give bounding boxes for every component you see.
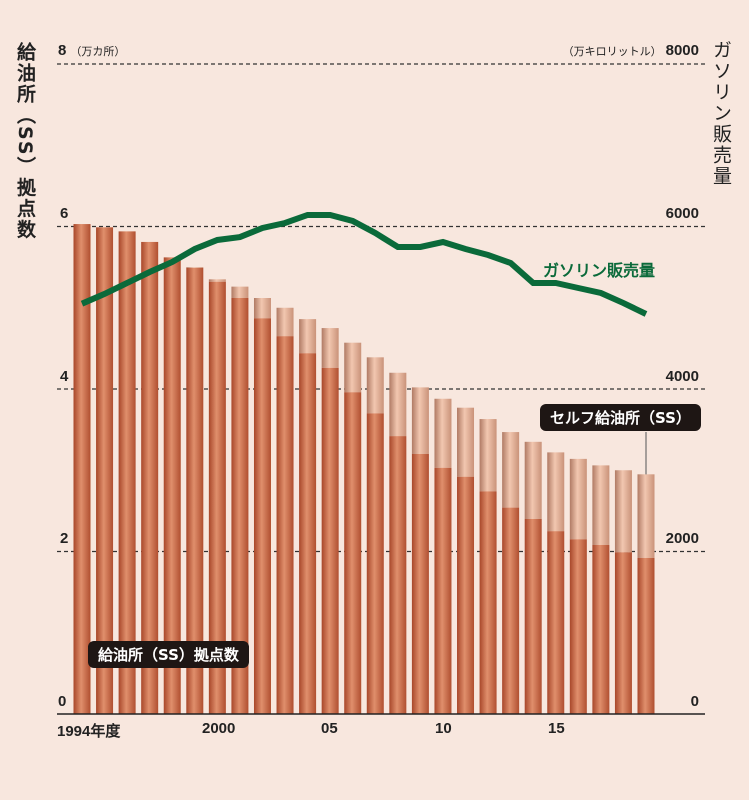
- left-tick-0: 0: [58, 693, 67, 710]
- bar-full-service-2014: [524, 519, 542, 714]
- bar-self-2007: [366, 357, 384, 414]
- bar-full-service-2016: [569, 539, 587, 714]
- bar-full-service-2006: [344, 392, 362, 714]
- legend-ss-count: 給油所（SS）拠点数: [88, 641, 249, 668]
- bar-self-2008: [389, 372, 407, 437]
- right-axis-title: ガソリン販売量: [710, 40, 732, 187]
- left-axis-title: 給油所（SS）拠点数: [14, 42, 36, 241]
- bar-full-service-2019: [637, 558, 655, 714]
- bar-self-2001: [231, 286, 249, 298]
- left-tick-8: 8 （万カ所）: [58, 42, 126, 59]
- bar-self-2016: [569, 458, 587, 540]
- bar-self-2010: [434, 398, 452, 468]
- bar-self-2014: [524, 441, 542, 519]
- bar-self-2009: [411, 387, 429, 454]
- bar-full-service-1994: [73, 224, 91, 714]
- x-tick-2015: 15: [548, 720, 565, 737]
- bar-self-2003: [276, 307, 294, 337]
- bar-self-2002: [253, 298, 271, 319]
- right-tick-8000: （万キロリットル） 8000: [562, 42, 699, 59]
- bar-self-2006: [344, 342, 362, 393]
- bar-self-2019: [637, 474, 655, 558]
- bar-full-service-2008: [389, 436, 407, 714]
- x-tick-2010: 10: [435, 720, 452, 737]
- right-tick-4000: 4000: [665, 368, 699, 385]
- bar-self-2017: [592, 465, 610, 545]
- bar-full-service-2018: [614, 552, 632, 714]
- x-tick-1994: 1994年度: [57, 723, 121, 740]
- bar-full-service-1999: [186, 267, 204, 714]
- bar-self-2000: [208, 279, 226, 282]
- bar-full-service-2003: [276, 336, 294, 714]
- bar-full-service-1997: [141, 241, 159, 714]
- left-tick-2: 2: [60, 530, 69, 547]
- bar-full-service-1996: [118, 231, 136, 714]
- bar-full-service-2004: [299, 353, 317, 714]
- bar-full-service-2011: [457, 476, 475, 714]
- bar-self-1999: [186, 267, 204, 268]
- bar-full-service-2015: [547, 531, 565, 714]
- bar-full-service-2013: [502, 507, 520, 714]
- bar-full-service-2012: [479, 491, 497, 714]
- gasoline-sales-line: [80, 211, 648, 317]
- bar-full-service-2000: [208, 281, 226, 714]
- bar-self-2005: [321, 328, 339, 368]
- bar-full-service-2017: [592, 545, 610, 714]
- legend-self-ss: セルフ給油所（SS）: [540, 404, 701, 431]
- bar-full-service-2010: [434, 467, 452, 714]
- bar-self-2018: [614, 470, 632, 553]
- bar-full-service-2009: [411, 454, 429, 714]
- bar-full-service-2005: [321, 367, 339, 714]
- bar-full-service-1998: [163, 257, 181, 714]
- right-tick-2000: 2000: [665, 530, 699, 547]
- bar-full-service-2001: [231, 298, 249, 714]
- bar-full-service-2002: [253, 318, 271, 714]
- left-axis-unit: （万カ所）: [70, 46, 126, 58]
- bar-self-2013: [502, 432, 520, 508]
- left-tick-6: 6: [60, 205, 69, 222]
- right-tick-6000: 6000: [665, 205, 699, 222]
- left-tick-4: 4: [60, 368, 69, 385]
- bar-self-2011: [457, 407, 475, 477]
- x-tick-2000: 2000: [202, 720, 236, 737]
- right-tick-0: 0: [690, 693, 699, 710]
- bar-full-service-2007: [366, 413, 384, 714]
- bar-self-2004: [299, 319, 317, 354]
- bar-full-service-1995: [96, 227, 114, 714]
- legend-gasoline: ガソリン販売量: [543, 261, 656, 280]
- bar-self-2012: [479, 419, 497, 492]
- right-axis-unit: （万キロリットル）: [562, 46, 662, 58]
- x-tick-2005: 05: [321, 720, 338, 737]
- bar-self-2015: [547, 452, 565, 532]
